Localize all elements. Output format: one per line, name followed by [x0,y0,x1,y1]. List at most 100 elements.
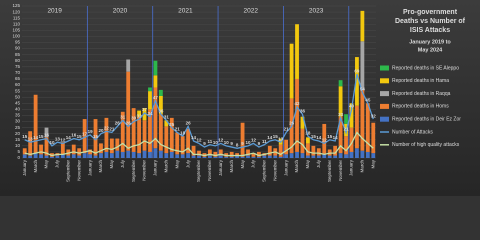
x-tick-label: May [44,159,49,168]
bar-segment [158,89,163,96]
page: 0 5 10 15 20 25 30 35 40 45 50 55 60 65 70 75 80 85 90 95 10… [0,0,480,196]
bar-segment [284,154,289,158]
data-label: 9 [230,141,233,146]
y-tick-label: 10 [15,143,21,148]
bar-segment [300,153,305,158]
y-tick-label: 90 [15,46,21,51]
data-label: 14 [267,135,273,140]
x-tick-label: May [109,159,114,168]
data-label: 15 [273,134,279,139]
bar-segment [44,155,49,158]
x-tick-label: January [349,159,354,176]
bar-segment [153,148,158,158]
bar-segment [191,145,196,156]
bar-segment [33,153,38,158]
bar-segment [77,155,82,158]
year-label: 2019 [47,8,62,15]
bar-segment [202,156,207,158]
bar-segment [284,139,289,155]
bar-segment [235,153,240,156]
bar-segment [88,154,92,158]
bar-segment [306,137,310,144]
bar-segment [158,95,163,115]
data-label: 12 [196,138,202,143]
data-label: 26 [289,121,295,126]
data-label: 40 [349,104,355,109]
bar-segment [289,153,294,158]
bar-segment [349,151,354,158]
bar-segment [240,156,245,158]
bar-segment [273,155,278,158]
legend-swatch [380,78,389,84]
y-tick-label: 85 [15,52,21,57]
bar-segment [180,136,185,155]
x-tick-label: November [142,160,147,181]
data-label: 9 [258,141,261,146]
bar-segment [115,150,120,158]
bar-segment [240,122,245,157]
legend-label: Reported deaths in Deir Ez Zor [392,117,461,123]
data-label: 30 [131,116,137,121]
x-tick-label: March [360,160,365,173]
data-label: 19 [88,129,94,134]
bar-segment [28,131,33,156]
data-label: 47 [153,95,159,100]
data-label: 12 [251,138,257,143]
bar-segment [338,116,343,154]
legend-swatch [380,103,389,109]
bar-segment [77,148,82,156]
bar-segment [126,150,131,158]
bar-segment [137,116,141,154]
x-tick-label: September [196,160,201,183]
bar-segment [148,87,152,92]
bar-segment [137,110,141,117]
x-tick-label: March [294,160,299,173]
bar-segment [158,114,163,151]
x-tick-label: July [55,159,60,168]
bar-segment [55,155,60,158]
x-tick-label: May [240,159,245,168]
bar-segment [153,87,158,149]
data-label: 69 [354,68,360,73]
bar-segment [115,138,120,151]
bar-segment [44,127,49,138]
data-label: 32 [137,113,143,118]
data-label: 13 [55,136,61,141]
legend-label: Number of Attacks [392,129,433,135]
data-label: 12 [60,138,66,143]
bar-segment [33,94,38,154]
x-tick-label: July [120,159,125,168]
bar-segment [148,109,152,152]
bar-segment [306,155,310,158]
bar-segment [60,154,65,158]
bar-segment [246,155,250,158]
bar-segment [207,149,212,156]
bar-segment [360,150,365,158]
bar-segment [148,151,152,158]
x-tick-label: January [283,159,288,176]
data-label: 20 [98,128,104,133]
bar-segment [344,114,348,124]
y-tick-label: 75 [15,64,21,69]
x-tick-label: September [131,160,136,183]
data-label: 26 [186,121,192,126]
data-label: 37 [142,107,148,112]
bar-segment [311,145,316,156]
bar-segment [60,142,65,155]
bar-segment [180,154,185,158]
bar-segment [306,143,310,156]
bar-segment [300,116,305,129]
data-label: 14 [66,135,72,140]
bar-segment [131,151,136,158]
x-tick-label: January [22,159,27,176]
x-tick-label: July [185,159,190,168]
bar-segment [338,80,343,87]
data-label: 54 [360,87,366,92]
background [0,0,480,196]
bar-segment [153,75,158,88]
data-label: 32 [371,113,377,118]
x-tick-label: November [338,160,343,181]
bar-segment [120,111,125,152]
data-label: 14 [333,135,339,140]
data-label: 11 [262,139,267,144]
